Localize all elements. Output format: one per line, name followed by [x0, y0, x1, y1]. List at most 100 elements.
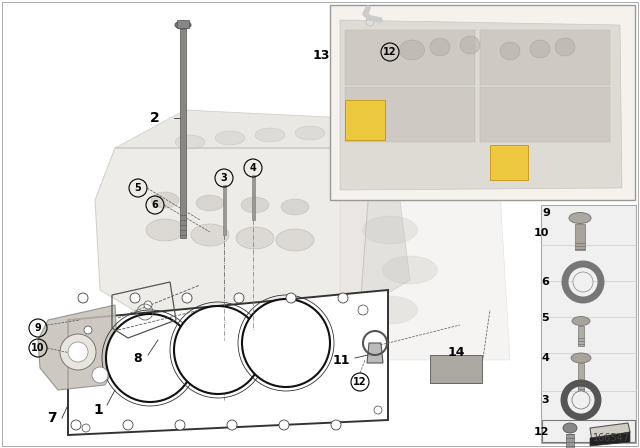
- Ellipse shape: [236, 227, 274, 249]
- Ellipse shape: [196, 195, 224, 211]
- Text: 4: 4: [541, 353, 549, 363]
- Polygon shape: [95, 148, 370, 320]
- Bar: [578, 363, 584, 391]
- Circle shape: [279, 420, 289, 430]
- Ellipse shape: [572, 316, 590, 326]
- Text: 11: 11: [333, 353, 350, 366]
- Bar: [180, 28, 186, 238]
- Bar: [480, 87, 610, 142]
- Bar: [177, 20, 189, 28]
- Ellipse shape: [151, 192, 179, 208]
- Circle shape: [331, 420, 341, 430]
- Circle shape: [338, 293, 348, 303]
- Circle shape: [363, 15, 377, 29]
- Ellipse shape: [276, 229, 314, 251]
- Circle shape: [572, 391, 590, 409]
- Polygon shape: [367, 343, 383, 363]
- Circle shape: [68, 342, 88, 362]
- Polygon shape: [590, 432, 630, 446]
- Polygon shape: [352, 15, 388, 82]
- Circle shape: [242, 299, 330, 387]
- Text: 4: 4: [250, 163, 257, 173]
- Text: 5: 5: [134, 183, 141, 193]
- Ellipse shape: [430, 38, 450, 56]
- Bar: [330, 5, 635, 200]
- Bar: [345, 30, 475, 85]
- Text: 9: 9: [35, 323, 42, 333]
- Ellipse shape: [530, 40, 550, 58]
- Bar: [480, 30, 610, 85]
- Circle shape: [123, 420, 133, 430]
- Bar: [490, 145, 528, 180]
- Ellipse shape: [281, 199, 309, 215]
- Ellipse shape: [362, 296, 417, 324]
- Bar: [566, 434, 574, 448]
- Ellipse shape: [569, 212, 591, 224]
- Circle shape: [374, 406, 382, 414]
- Bar: [252, 175, 255, 220]
- Bar: [578, 326, 584, 346]
- Circle shape: [174, 306, 262, 394]
- Circle shape: [82, 424, 90, 432]
- Text: 14: 14: [447, 345, 465, 358]
- Circle shape: [78, 293, 88, 303]
- Text: 10: 10: [534, 228, 549, 238]
- Ellipse shape: [571, 353, 591, 363]
- Circle shape: [573, 272, 593, 292]
- Text: 2: 2: [150, 111, 160, 125]
- Ellipse shape: [460, 36, 480, 54]
- Ellipse shape: [383, 256, 438, 284]
- Text: 3: 3: [221, 173, 227, 183]
- Bar: [430, 355, 482, 383]
- Ellipse shape: [563, 423, 577, 433]
- Ellipse shape: [555, 38, 575, 56]
- Circle shape: [227, 420, 237, 430]
- Circle shape: [234, 293, 244, 303]
- Text: 7: 7: [47, 411, 57, 425]
- Circle shape: [175, 420, 185, 430]
- Polygon shape: [330, 120, 410, 310]
- Text: 13: 13: [312, 48, 330, 61]
- Circle shape: [60, 334, 96, 370]
- Ellipse shape: [362, 216, 417, 244]
- Circle shape: [286, 293, 296, 303]
- Bar: [542, 420, 635, 442]
- Circle shape: [71, 420, 81, 430]
- Ellipse shape: [191, 224, 229, 246]
- Ellipse shape: [175, 21, 191, 29]
- Circle shape: [92, 367, 108, 383]
- Bar: [345, 100, 385, 140]
- Bar: [345, 87, 475, 142]
- Text: 166547: 166547: [593, 433, 630, 443]
- Polygon shape: [340, 180, 510, 360]
- Text: 12: 12: [534, 427, 549, 437]
- Circle shape: [366, 18, 374, 26]
- Text: 5: 5: [541, 313, 549, 323]
- Circle shape: [130, 293, 140, 303]
- Text: 12: 12: [353, 377, 367, 387]
- Circle shape: [182, 293, 192, 303]
- Text: 6: 6: [152, 200, 158, 210]
- Circle shape: [84, 326, 92, 334]
- Circle shape: [358, 305, 368, 315]
- Ellipse shape: [215, 131, 245, 145]
- Text: 12: 12: [383, 47, 397, 57]
- Polygon shape: [340, 20, 622, 190]
- Ellipse shape: [255, 128, 285, 142]
- Polygon shape: [115, 110, 390, 148]
- Text: 10: 10: [31, 343, 45, 353]
- Bar: [575, 224, 585, 250]
- Ellipse shape: [175, 135, 205, 149]
- Text: 3: 3: [541, 395, 549, 405]
- Circle shape: [144, 301, 152, 309]
- Ellipse shape: [399, 40, 424, 60]
- Ellipse shape: [500, 42, 520, 60]
- Polygon shape: [38, 305, 118, 390]
- Text: 1: 1: [93, 403, 103, 417]
- Ellipse shape: [241, 197, 269, 213]
- Circle shape: [106, 314, 194, 402]
- Ellipse shape: [146, 219, 184, 241]
- Bar: [223, 185, 225, 235]
- Text: 9: 9: [542, 208, 550, 218]
- Text: 8: 8: [134, 352, 142, 365]
